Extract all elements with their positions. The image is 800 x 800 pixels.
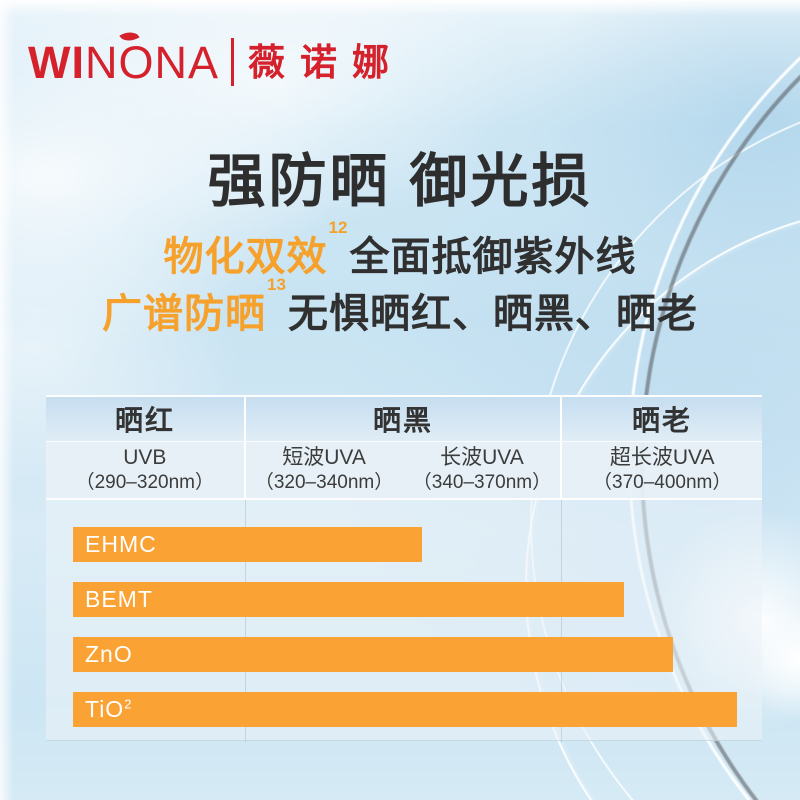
uv-coverage-chart: 晒红 晒黑 晒老 UVB （290–320nm） 短波UVA （320–340n… [46, 395, 762, 742]
band-name: UVB [123, 446, 167, 469]
logo-divider [231, 38, 235, 86]
effect-header-shailao: 晒老 [560, 397, 762, 441]
bar-ehmc: EHMC [73, 527, 422, 562]
band-range: （370–400nm） [593, 472, 732, 493]
brand-logo-en: WINO NA [28, 27, 219, 88]
subtitle2-text: 无惧晒红、晒黑、晒老 [287, 292, 698, 336]
effect-header-shaihei: 晒黑 [243, 397, 560, 441]
bar-label: EHMC [85, 531, 157, 557]
band-range: （320–340nm） [254, 472, 394, 493]
band-range: （290–320nm） [75, 472, 214, 493]
bar-label: BEMT [85, 586, 153, 612]
logo-text-bold: WI [28, 36, 85, 88]
band-uvb: UVB （290–320nm） [46, 442, 246, 498]
subtitle1-highlight: 物化双效 [163, 235, 328, 279]
bar-tio2: TiO2 [73, 692, 737, 727]
logo-text-light: NO NA [85, 27, 219, 88]
band-name: 长波UVA [440, 446, 524, 469]
bars-area: EHMC BEMT ZnO TiO2 [46, 500, 762, 742]
band-ultra-long-uva: 超长波UVA （370–400nm） [560, 442, 762, 498]
band-name: 短波UVA [282, 446, 366, 469]
column-divider [245, 500, 246, 742]
logo-o-with-leaf: O [118, 27, 154, 85]
subtitle-line-2: 广谱防晒 13 无惧晒红、晒黑、晒老 [0, 275, 800, 339]
bar-bemt: BEMT [73, 582, 624, 617]
bar-label: TiO2 [85, 696, 133, 722]
subtitle1-text: 全面抵御紫外线 [349, 235, 637, 279]
subtitle2-footnote-sup: 13 [267, 275, 286, 294]
brand-logo-cn: 薇诺娜 [248, 41, 405, 83]
bar-zno: ZnO [73, 637, 673, 672]
band-name: 超长波UVA [609, 446, 715, 469]
subtitle2-highlight: 广谱防晒 [102, 292, 267, 336]
effect-header-shaihong: 晒红 [114, 405, 175, 436]
subtitle1-footnote-sup: 12 [328, 218, 348, 237]
band-long-uva: 长波UVA （340–370nm） [403, 442, 561, 498]
bar-label: ZnO [85, 641, 133, 667]
effect-header-row: 晒红 晒黑 晒老 [46, 395, 762, 441]
subtitle-line-1: 物化双效 12 全面抵御紫外线 [0, 218, 800, 282]
column-divider [561, 500, 562, 742]
band-range: （340–370nm） [412, 472, 552, 493]
band-short-uva: 短波UVA （320–340nm） [246, 442, 403, 498]
band-header-row: UVB （290–320nm） 短波UVA （320–340nm） 长波UVA … [46, 441, 762, 500]
brand-logo: WINO NA 薇诺娜 [28, 27, 405, 88]
page-title: 强防晒 御光损 [207, 149, 593, 214]
